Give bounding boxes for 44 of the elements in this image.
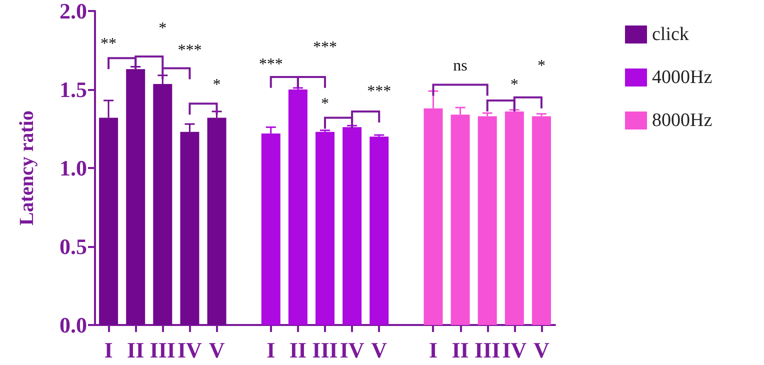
annotation: * — [321, 95, 329, 112]
y-tick-label: 0.5 — [60, 234, 87, 259]
x-tick-label: II — [289, 338, 307, 362]
bar — [316, 132, 334, 325]
x-tick-label: V — [208, 338, 225, 362]
annotation: * — [158, 20, 167, 37]
x-tick-label: IV — [177, 338, 202, 362]
y-tick-label: 0.0 — [60, 312, 87, 338]
x-tick-label: IV — [340, 338, 364, 362]
annotation: *** — [313, 38, 337, 56]
y-tick-label: 2.0 — [60, 0, 87, 24]
bar — [207, 118, 226, 325]
bar — [288, 90, 308, 325]
bar — [478, 116, 497, 325]
x-tick-label: I — [266, 338, 276, 362]
x-tick-label: IV — [502, 338, 527, 362]
y-axis-title: Latency ratio — [16, 110, 38, 226]
y-tick-label: 1.0 — [60, 156, 87, 180]
legend-label: 4000Hz — [652, 67, 712, 88]
bar — [126, 69, 146, 325]
bar — [342, 127, 362, 325]
annotation: * — [510, 76, 518, 94]
annotation: *** — [258, 56, 283, 74]
annotation: ns — [453, 58, 468, 75]
x-tick-label: III — [150, 338, 176, 362]
annotation: * — [537, 58, 546, 75]
x-tick-label: II — [452, 338, 469, 362]
x-tick-label: I — [428, 338, 438, 362]
annotation: * — [212, 76, 221, 94]
bar — [504, 111, 524, 325]
bar — [532, 116, 551, 325]
legend-label: click — [652, 24, 690, 45]
annotation: *** — [178, 42, 202, 59]
x-tick-label: III — [312, 338, 338, 362]
x-tick-label: V — [371, 338, 388, 362]
bar — [370, 136, 389, 325]
x-tick-label: V — [534, 338, 550, 362]
annotation: ** — [100, 36, 117, 53]
annotation: *** — [367, 82, 392, 100]
x-tick-label: III — [474, 338, 500, 362]
x-tick-label: I — [104, 338, 113, 362]
x-tick-label: II — [127, 338, 144, 362]
y-tick-label: 1.5 — [60, 77, 87, 102]
legend-label: 8000Hz — [652, 110, 712, 131]
